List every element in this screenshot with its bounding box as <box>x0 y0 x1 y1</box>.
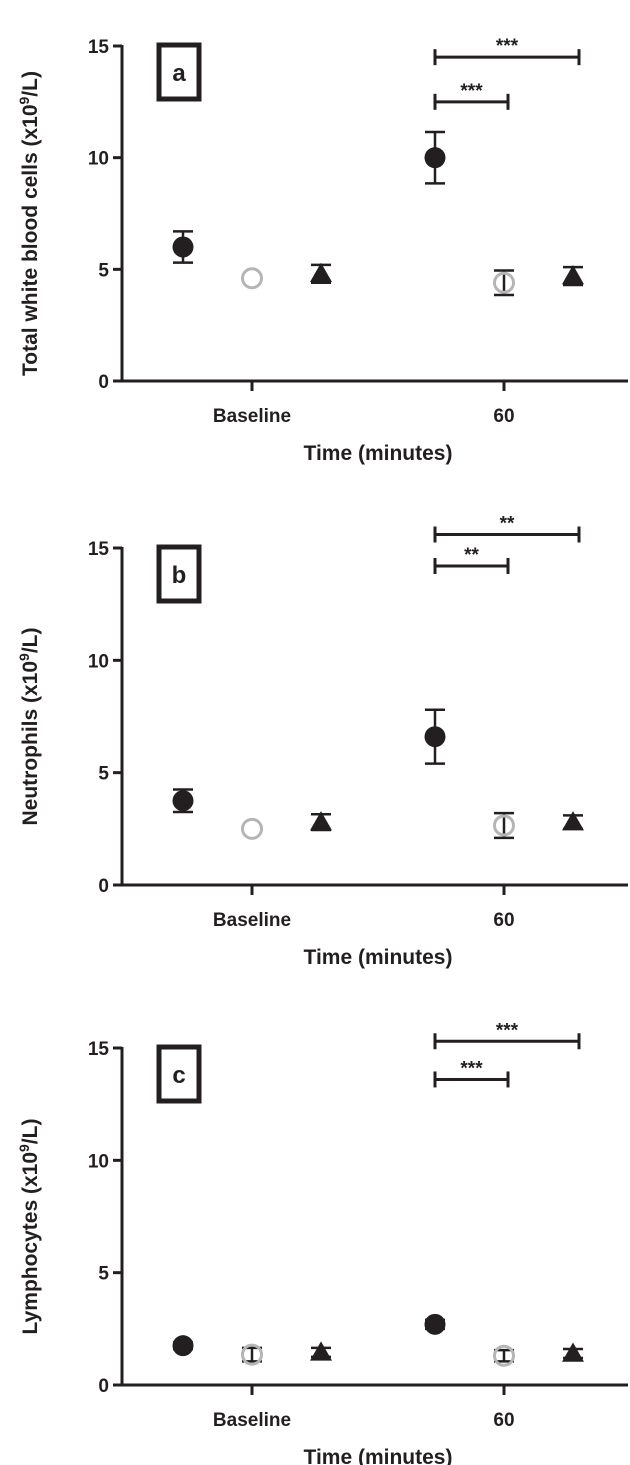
data-point-triangle <box>562 1342 584 1362</box>
y-tick-label: 10 <box>88 651 109 672</box>
y-tick-label: 5 <box>98 260 109 281</box>
y-tick-label: 5 <box>98 764 109 785</box>
y-tick-label: 0 <box>98 876 109 897</box>
x-axis-title: Time (minutes) <box>304 946 453 969</box>
data-point-circle <box>172 236 194 258</box>
significance-label: *** <box>496 36 519 57</box>
significance-bracket <box>433 93 510 110</box>
significance-bracket <box>433 557 510 574</box>
x-axis-title: Time (minutes) <box>304 1446 453 1465</box>
x-axis-title: Time (minutes) <box>304 442 453 465</box>
y-tick-label: 15 <box>88 1039 110 1060</box>
y-tick-label: 10 <box>88 149 109 170</box>
y-tick-label: 0 <box>98 1376 109 1397</box>
y-tick-label: 15 <box>88 37 110 58</box>
y-tick-label: 15 <box>88 539 110 560</box>
data-point-open-circle <box>241 267 263 290</box>
y-axis-title: Neutrophils (x109/L) <box>16 628 42 826</box>
data-point-triangle <box>310 811 332 831</box>
data-point-open-circle <box>241 817 263 840</box>
y-tick-label: 5 <box>98 1264 109 1285</box>
y-axis-title: Total white blood cells (x109/L) <box>16 71 42 376</box>
significance-label: *** <box>460 81 483 102</box>
panel-label: b <box>172 562 187 589</box>
panel-b: 0 5 10 15 Baseline 60 Time (minutes) Neutrophil… <box>16 514 628 969</box>
panel-label-box <box>156 1044 202 1104</box>
x-tick-label: 60 <box>493 1410 514 1431</box>
data-point-triangle <box>310 262 332 283</box>
significance-label: *** <box>460 1058 483 1079</box>
panel-a: 0 5 10 15 Baseline 60 Time (minutes) Total whit… <box>16 36 628 465</box>
panel-c: 0 5 10 15 Baseline 60 Time (minutes) Lymphocyte… <box>16 1020 628 1465</box>
data-point-circle <box>424 726 446 748</box>
data-point-circle <box>424 1313 446 1335</box>
x-tick-label: 60 <box>493 406 514 427</box>
data-point-triangle <box>562 811 584 831</box>
significance-bracket <box>433 49 581 66</box>
significance-label: ** <box>464 545 479 566</box>
panel-label: a <box>172 60 186 87</box>
x-tick-label: Baseline <box>213 1410 291 1431</box>
data-point-circle <box>424 147 446 169</box>
x-tick-label: Baseline <box>213 406 291 427</box>
data-point-open-circle <box>241 1343 263 1366</box>
significance-bracket <box>433 1033 581 1050</box>
panel-label-box <box>156 42 202 102</box>
significance-bracket <box>433 526 581 543</box>
significance-bracket <box>433 1071 510 1088</box>
x-tick-label: Baseline <box>213 910 291 931</box>
panel-label: c <box>172 1062 185 1089</box>
data-point-open-circle <box>493 814 515 837</box>
data-point-circle <box>172 1335 194 1357</box>
x-tick-label: 60 <box>493 910 514 931</box>
y-axis-title: Lymphocytes (x109/L) <box>16 1119 42 1335</box>
data-point-open-circle <box>493 271 515 294</box>
data-point-triangle <box>310 1341 332 1361</box>
y-tick-label: 10 <box>88 1151 109 1172</box>
data-point-triangle <box>562 265 584 285</box>
data-point-open-circle <box>493 1344 515 1367</box>
significance-label: *** <box>496 1020 519 1041</box>
panel-label-box <box>156 544 202 604</box>
significance-label: ** <box>500 514 515 535</box>
y-tick-label: 0 <box>98 372 109 393</box>
data-point-circle <box>172 790 194 812</box>
